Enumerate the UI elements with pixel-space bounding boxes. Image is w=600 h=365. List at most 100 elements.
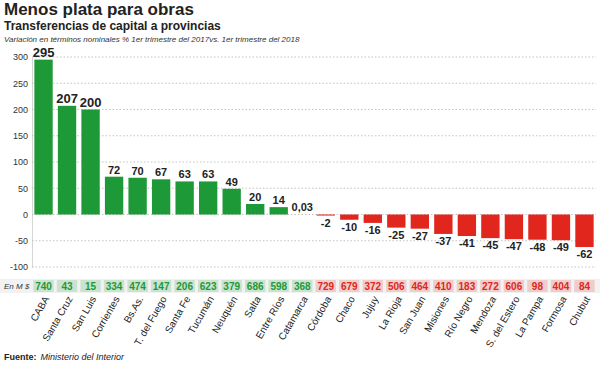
data-label: 14 [273,194,286,206]
data-label: 72 [108,164,120,176]
grid [32,57,596,267]
amount-cell [386,280,406,292]
bar [364,215,382,223]
amount-cell [433,280,453,292]
x-tick-label: Formosa [539,294,568,334]
amount: 272 [482,281,499,292]
source: Fuente:Ministerio del Interior [4,352,125,362]
bar [434,215,452,234]
bar [175,181,193,214]
amount: 506 [388,281,405,292]
bar [505,215,523,240]
data-label: -37 [435,235,451,247]
data-label: -10 [341,221,357,233]
bar [575,215,593,248]
bar [128,178,146,215]
y-tick: 200 [13,105,32,115]
grid-line [32,135,596,136]
data-label: -47 [506,240,522,252]
amount: 183 [459,281,476,292]
y-tick-label: -100 [10,262,28,272]
grid-line [32,109,596,110]
x-tick-label: Jujuy [359,294,380,320]
data-label: 0,03 [292,201,313,213]
bar [81,110,99,215]
amount: 147 [153,281,170,292]
data-label: -41 [459,237,475,249]
bar [34,60,52,215]
x-tick-label: Bs.As. [121,294,145,325]
data-label: 70 [131,165,143,177]
subtitle: Transferencias de capital a provincias [4,19,221,33]
y-tick-label: 200 [13,105,28,115]
amount-cell [33,280,53,292]
amount: 474 [129,281,146,292]
amount: 464 [411,281,428,292]
data-label: -27 [412,230,428,242]
amounts-label: En M $ [4,282,30,291]
amount: 98 [532,281,544,292]
y-tick: 100 [13,157,32,167]
amount-cell [551,280,571,292]
amount: 623 [200,281,217,292]
y-tick-label: 50 [18,184,28,194]
data-label: 207 [56,91,78,106]
amounts-row: En M $7404315334474147206623379686598368… [0,279,600,293]
bar [270,207,288,214]
data-label: -48 [529,241,545,253]
amount-cell [127,280,147,292]
x-axis: CABASanta CruzSan LuisCorrientesBs.As.T.… [28,294,592,349]
amount: 379 [223,281,240,292]
bar [293,214,311,215]
y-tick: -100 [10,262,32,272]
data-label: -62 [577,248,593,260]
amount: 404 [553,281,570,292]
amount: 15 [85,281,97,292]
amount-cell [574,280,594,292]
data-label: 200 [80,95,102,110]
y-tick: -50 [15,236,32,246]
amount: 679 [341,281,358,292]
data-label: -25 [388,229,404,241]
amount-cell [339,280,359,292]
amount: 206 [176,281,193,292]
bar [552,215,570,241]
data-label: 67 [155,166,167,178]
amount-cell [410,280,430,292]
data-label: 63 [202,168,214,180]
data-label: 63 [179,168,191,180]
y-tick: 150 [13,131,32,141]
amount: 729 [317,281,334,292]
amount-cell [480,280,500,292]
x-tick-label: Río Negro [442,294,475,339]
bar [58,106,76,215]
x-tick-label: Santa Cruz [40,294,75,343]
bar [152,179,170,214]
y-tick-label: 150 [13,131,28,141]
x-tick-label: Corrientes [89,294,122,339]
x-tick-label: Catamarca [276,294,310,342]
x-tick-label: Salta [242,294,263,320]
amount: 43 [61,281,73,292]
bar [481,215,499,239]
amount-cell [57,280,77,292]
data-label: -45 [482,239,498,251]
amount: 740 [35,281,52,292]
amount: 606 [506,281,523,292]
source-label: Fuente: [4,352,37,362]
bar [387,215,405,228]
bar [317,215,335,216]
amount: 334 [106,281,123,292]
data-label: 295 [33,45,55,60]
x-tick-label: S. del Estero [484,294,522,349]
amount: 368 [294,281,311,292]
data-label: 20 [249,191,261,203]
x-tick-label: CABA [28,294,51,323]
amount-cell [174,280,194,292]
data-label: 49 [226,176,238,188]
x-tick-label: Chaco [333,294,357,325]
x-tick-label: Neuquén [210,294,240,335]
y-tick-label: 300 [13,52,28,62]
bar [528,215,546,240]
y-axis: -100-50050100150200250300 [10,52,33,272]
